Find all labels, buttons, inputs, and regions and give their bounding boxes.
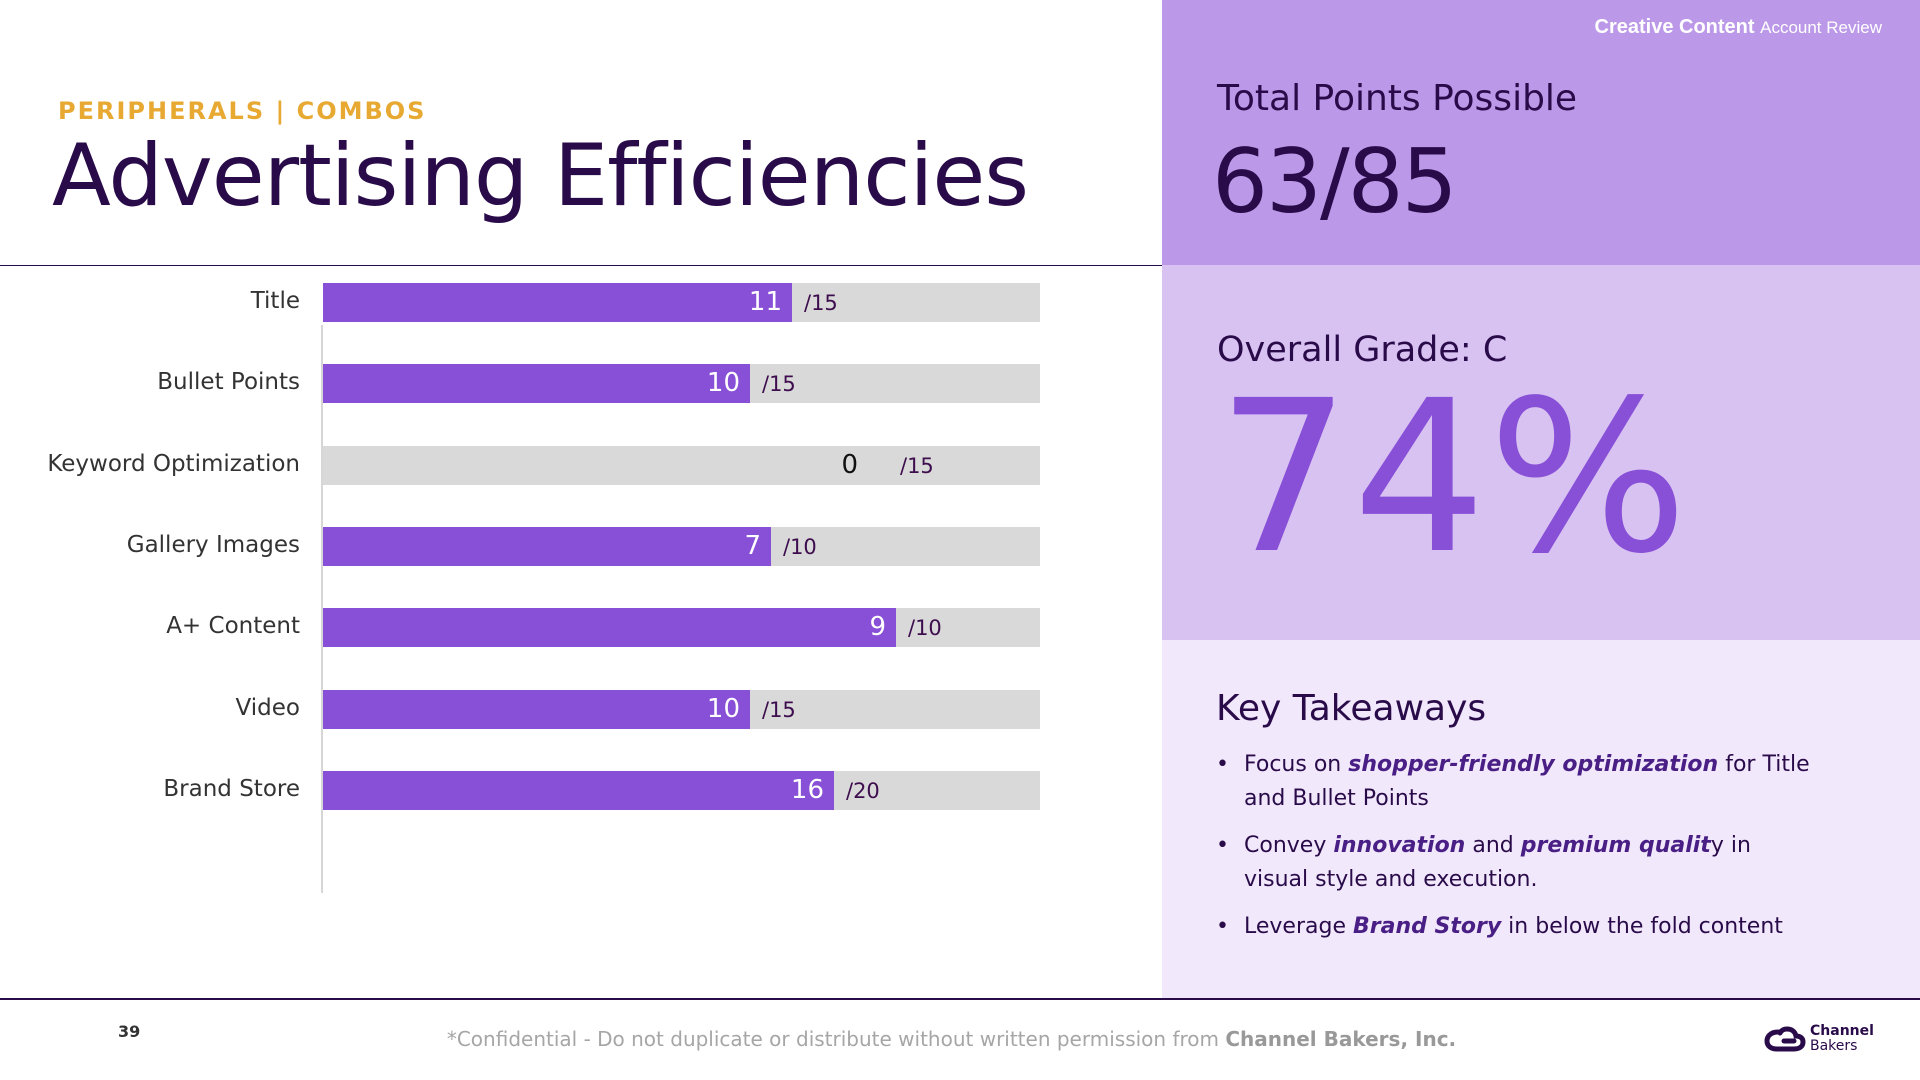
logo-text: Channel Bakers: [1810, 1024, 1874, 1054]
category-label: Gallery Images: [126, 531, 300, 558]
key-takeaways-title: Key Takeaways: [1216, 688, 1487, 729]
takeaway-text: Focus on: [1244, 752, 1349, 777]
takeaway-emphasis: Brand Story: [1352, 914, 1502, 939]
bar-track: 10/15: [323, 364, 1040, 404]
bar-value-label: 9: [869, 612, 886, 643]
category-label: Video: [235, 694, 300, 721]
bar-value-label: 10: [706, 693, 740, 724]
chart-axis-line: [321, 325, 323, 893]
grade-percent: 74%: [1217, 355, 1690, 600]
footer-divider: [0, 998, 1920, 1000]
brand-header: Creative Content Account Review: [1595, 16, 1882, 39]
confidential-text: *Confidential - Do not duplicate or dist…: [446, 1027, 1226, 1051]
bar-track: 0/15: [323, 445, 1040, 485]
confidential-notice: *Confidential - Do not duplicate or dist…: [0, 1027, 1920, 1051]
logo-line-2: Bakers: [1810, 1038, 1858, 1054]
bar-track: 10/15: [323, 689, 1040, 729]
takeaway-text: in below the fold content: [1501, 914, 1783, 939]
takeaway-item: • Leverage Brand Story in below the fold …: [1216, 910, 1816, 944]
key-takeaways-panel: Key Takeaways • Focus on shopper-friendly…: [1162, 640, 1920, 998]
bar-score: [323, 283, 792, 322]
bar-max-label: /10: [783, 534, 817, 559]
brand-header-bold: Creative Content: [1594, 16, 1755, 38]
bar-track: 9/10: [323, 608, 1040, 648]
takeaway-emphasis: premium qualit: [1520, 833, 1711, 858]
bar-value-label: 11: [748, 287, 782, 317]
bar-score: [323, 770, 834, 810]
bar-max-label: /15: [762, 697, 796, 722]
category-label: Brand Store: [163, 775, 300, 802]
score-bar-chart: Title 11/15 Bullet Points 10/15 Keyword Opti…: [0, 265, 1162, 998]
key-takeaways-list: • Focus on shopper-friendly optimization …: [1216, 748, 1816, 957]
category-label: Bullet Points: [157, 369, 300, 396]
bar-max-label: /15: [804, 291, 838, 315]
header-area: PERIPHERALS | COMBOS Advertising Efficie…: [0, 0, 1162, 266]
bar-value-label: 16: [790, 774, 824, 805]
bar-max-label: /10: [908, 616, 942, 641]
bar-value-label: 10: [706, 368, 740, 399]
grade-label: Overall Grade: C: [1217, 330, 1508, 370]
page-title: Advertising Efficiencies: [52, 126, 1029, 226]
bar-track: 7/10: [323, 526, 1040, 566]
logo-line-1: Channel: [1810, 1023, 1874, 1039]
bar-value-label: 7: [744, 530, 761, 561]
bar-score: [323, 526, 771, 566]
category-label: Title: [250, 288, 300, 314]
total-points-panel: Creative Content Account Review Total Po…: [1162, 0, 1920, 265]
bar-score: [323, 608, 896, 648]
takeaway-text: Leverage: [1244, 914, 1353, 939]
cloud-logo-icon: [1764, 1026, 1806, 1052]
takeaway-item: • Focus on shopper-friendly optimization …: [1216, 748, 1816, 816]
takeaway-emphasis: shopper-friendly optimization: [1348, 752, 1719, 777]
bar-max-label: /15: [762, 372, 796, 397]
bullet-icon: •: [1216, 914, 1229, 939]
takeaway-item: • Convey innovation and premium quality i…: [1216, 829, 1816, 897]
bar-track: 16/20: [323, 770, 1040, 810]
takeaway-text: Convey: [1244, 833, 1334, 858]
bar-max-label: /15: [900, 453, 934, 478]
category-label: Keyword Optimization: [47, 450, 300, 477]
confidential-company: Channel Bakers, Inc.: [1225, 1027, 1457, 1051]
bar-score: [323, 364, 750, 404]
takeaway-text: and: [1465, 833, 1521, 858]
bar-score: [323, 689, 750, 729]
brand-header-sub: Account Review: [1760, 18, 1882, 37]
takeaway-text: y in visual style and execution.: [1244, 833, 1751, 892]
bar-value-label: 0: [841, 449, 858, 480]
total-points-value: 63/85: [1212, 130, 1458, 233]
channel-bakers-logo: Channel Bakers: [1764, 1024, 1874, 1054]
bar-max-label: /20: [846, 778, 880, 803]
takeaway-emphasis: innovation: [1333, 833, 1466, 858]
bar-track: 11/15: [323, 283, 1040, 322]
category-label: A+ Content: [166, 613, 300, 640]
section-eyebrow: PERIPHERALS | COMBOS: [58, 97, 427, 125]
bullet-icon: •: [1216, 752, 1229, 777]
bullet-icon: •: [1216, 833, 1229, 858]
total-points-label: Total Points Possible: [1217, 78, 1578, 119]
grade-panel: Overall Grade: C 74%: [1162, 265, 1920, 640]
page-number: 39: [118, 1022, 141, 1041]
takeaway-text: for Title and Bullet Points: [1244, 752, 1810, 811]
